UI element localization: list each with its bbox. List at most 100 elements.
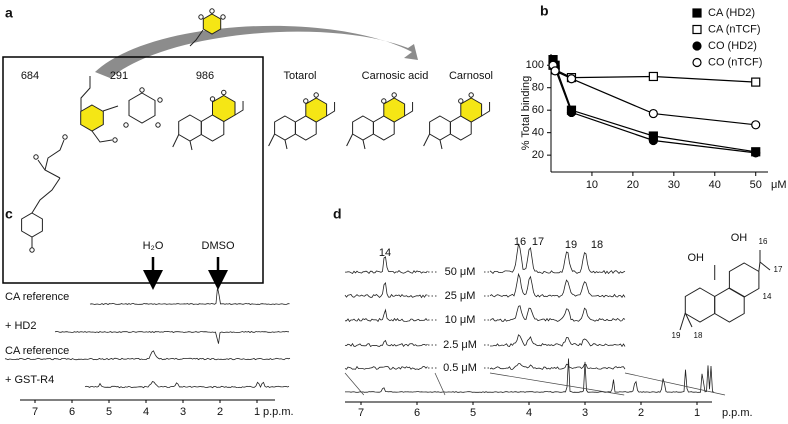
compound-number: 291 <box>110 70 128 82</box>
atom <box>220 14 226 20</box>
marker <box>751 120 761 130</box>
atom <box>123 122 129 128</box>
axis-tick-label: 1 <box>254 406 260 418</box>
y-tick-label: 40 <box>532 127 544 139</box>
trace-label: CA reference <box>5 345 69 357</box>
spectrum-trace <box>490 334 626 348</box>
marker <box>648 71 658 82</box>
bond <box>481 102 491 117</box>
compound-number: 684 <box>21 70 39 82</box>
peak-label: 16 <box>514 236 526 248</box>
x-tick-label: 40 <box>709 179 721 191</box>
atom <box>112 137 118 143</box>
label-bg <box>438 265 482 279</box>
spectrum-trace <box>344 339 428 347</box>
x-tick-label: 30 <box>668 179 680 191</box>
legend-marker <box>692 57 702 68</box>
legend-marker <box>692 8 702 18</box>
panel-label: b <box>540 3 549 19</box>
ring <box>274 115 296 141</box>
spectrum-trace <box>344 365 428 370</box>
legend-label: CA (HD2) <box>708 7 755 19</box>
bond <box>172 134 180 148</box>
ring <box>21 212 43 238</box>
bond <box>91 130 113 143</box>
spectrum-trace <box>54 331 290 344</box>
ring <box>305 97 328 123</box>
bond <box>44 139 65 171</box>
bond <box>31 177 61 214</box>
y-tick-label: 60 <box>532 104 544 116</box>
transfer-arrow <box>95 25 418 78</box>
axis-tick-label: 4 <box>143 406 149 418</box>
atom <box>155 122 161 128</box>
x-tick-label: 10 <box>586 179 598 191</box>
concentration-label: 2.5 μM <box>443 339 477 351</box>
bond <box>189 29 204 47</box>
axis-tick-label: 3 <box>582 407 588 419</box>
label-bg <box>438 361 482 375</box>
ring <box>684 287 716 323</box>
bond <box>80 76 91 111</box>
y-tick-label: 80 <box>532 82 544 94</box>
atom <box>33 154 39 160</box>
legend-marker <box>692 41 702 51</box>
peak-label: H₂O <box>143 240 164 252</box>
axis-tick-label: 1 <box>694 407 700 419</box>
bond <box>284 139 288 150</box>
concentration-label: 0.5 μM <box>443 362 477 374</box>
axis-tick-label: 6 <box>414 407 420 419</box>
atom <box>303 98 309 104</box>
concentration-label: 25 μM <box>445 290 476 302</box>
structure-label: 17 <box>774 265 783 274</box>
spectrum-trace <box>345 308 428 323</box>
expansion-line <box>489 372 625 396</box>
spectrum-trace <box>345 256 428 275</box>
expansion-line <box>344 372 365 396</box>
atom <box>458 98 464 104</box>
axis-tick-label: 2 <box>217 406 223 418</box>
y-axis-label: % Total binding <box>520 76 532 150</box>
atom <box>62 134 68 140</box>
structure-label: 14 <box>763 292 772 301</box>
peak-label: 17 <box>532 236 544 248</box>
compound-box <box>2 56 264 284</box>
atom <box>313 92 319 98</box>
ring <box>460 97 483 123</box>
marker <box>566 107 577 118</box>
label-bg <box>438 338 482 352</box>
trace-label: + HD2 <box>5 320 37 332</box>
peak-label: 14 <box>379 247 391 259</box>
trace-label: + GST-R4 <box>5 374 54 386</box>
axis-unit: p.p.m. <box>263 406 294 418</box>
axis-tick-label: 5 <box>106 406 112 418</box>
bond <box>326 102 336 117</box>
compound-name: Carnosol <box>449 70 493 82</box>
spectrum-trace <box>489 363 626 370</box>
bond <box>189 140 193 151</box>
bond <box>346 133 354 147</box>
bond <box>37 159 61 179</box>
spectrum <box>345 358 715 393</box>
bond <box>404 102 414 117</box>
ring <box>128 92 156 124</box>
bond <box>234 101 244 116</box>
spectrum-trace <box>489 272 626 298</box>
axis-unit: p.p.m. <box>722 407 753 419</box>
ring <box>178 114 202 142</box>
compound-name: Totarol <box>283 70 316 82</box>
marker <box>648 108 658 119</box>
axis-tick-label: 5 <box>470 407 476 419</box>
ring <box>80 104 104 132</box>
x-axis-label: μM <box>771 179 787 191</box>
bond <box>679 312 686 331</box>
legend-marker <box>692 24 702 35</box>
expansion-line <box>624 372 726 396</box>
marker <box>566 74 577 84</box>
y-tick-label: 100 <box>526 59 544 71</box>
atom <box>209 96 216 102</box>
axis-tick-label: 3 <box>180 406 186 418</box>
marker <box>751 77 761 87</box>
spectrum-trace <box>344 281 428 299</box>
